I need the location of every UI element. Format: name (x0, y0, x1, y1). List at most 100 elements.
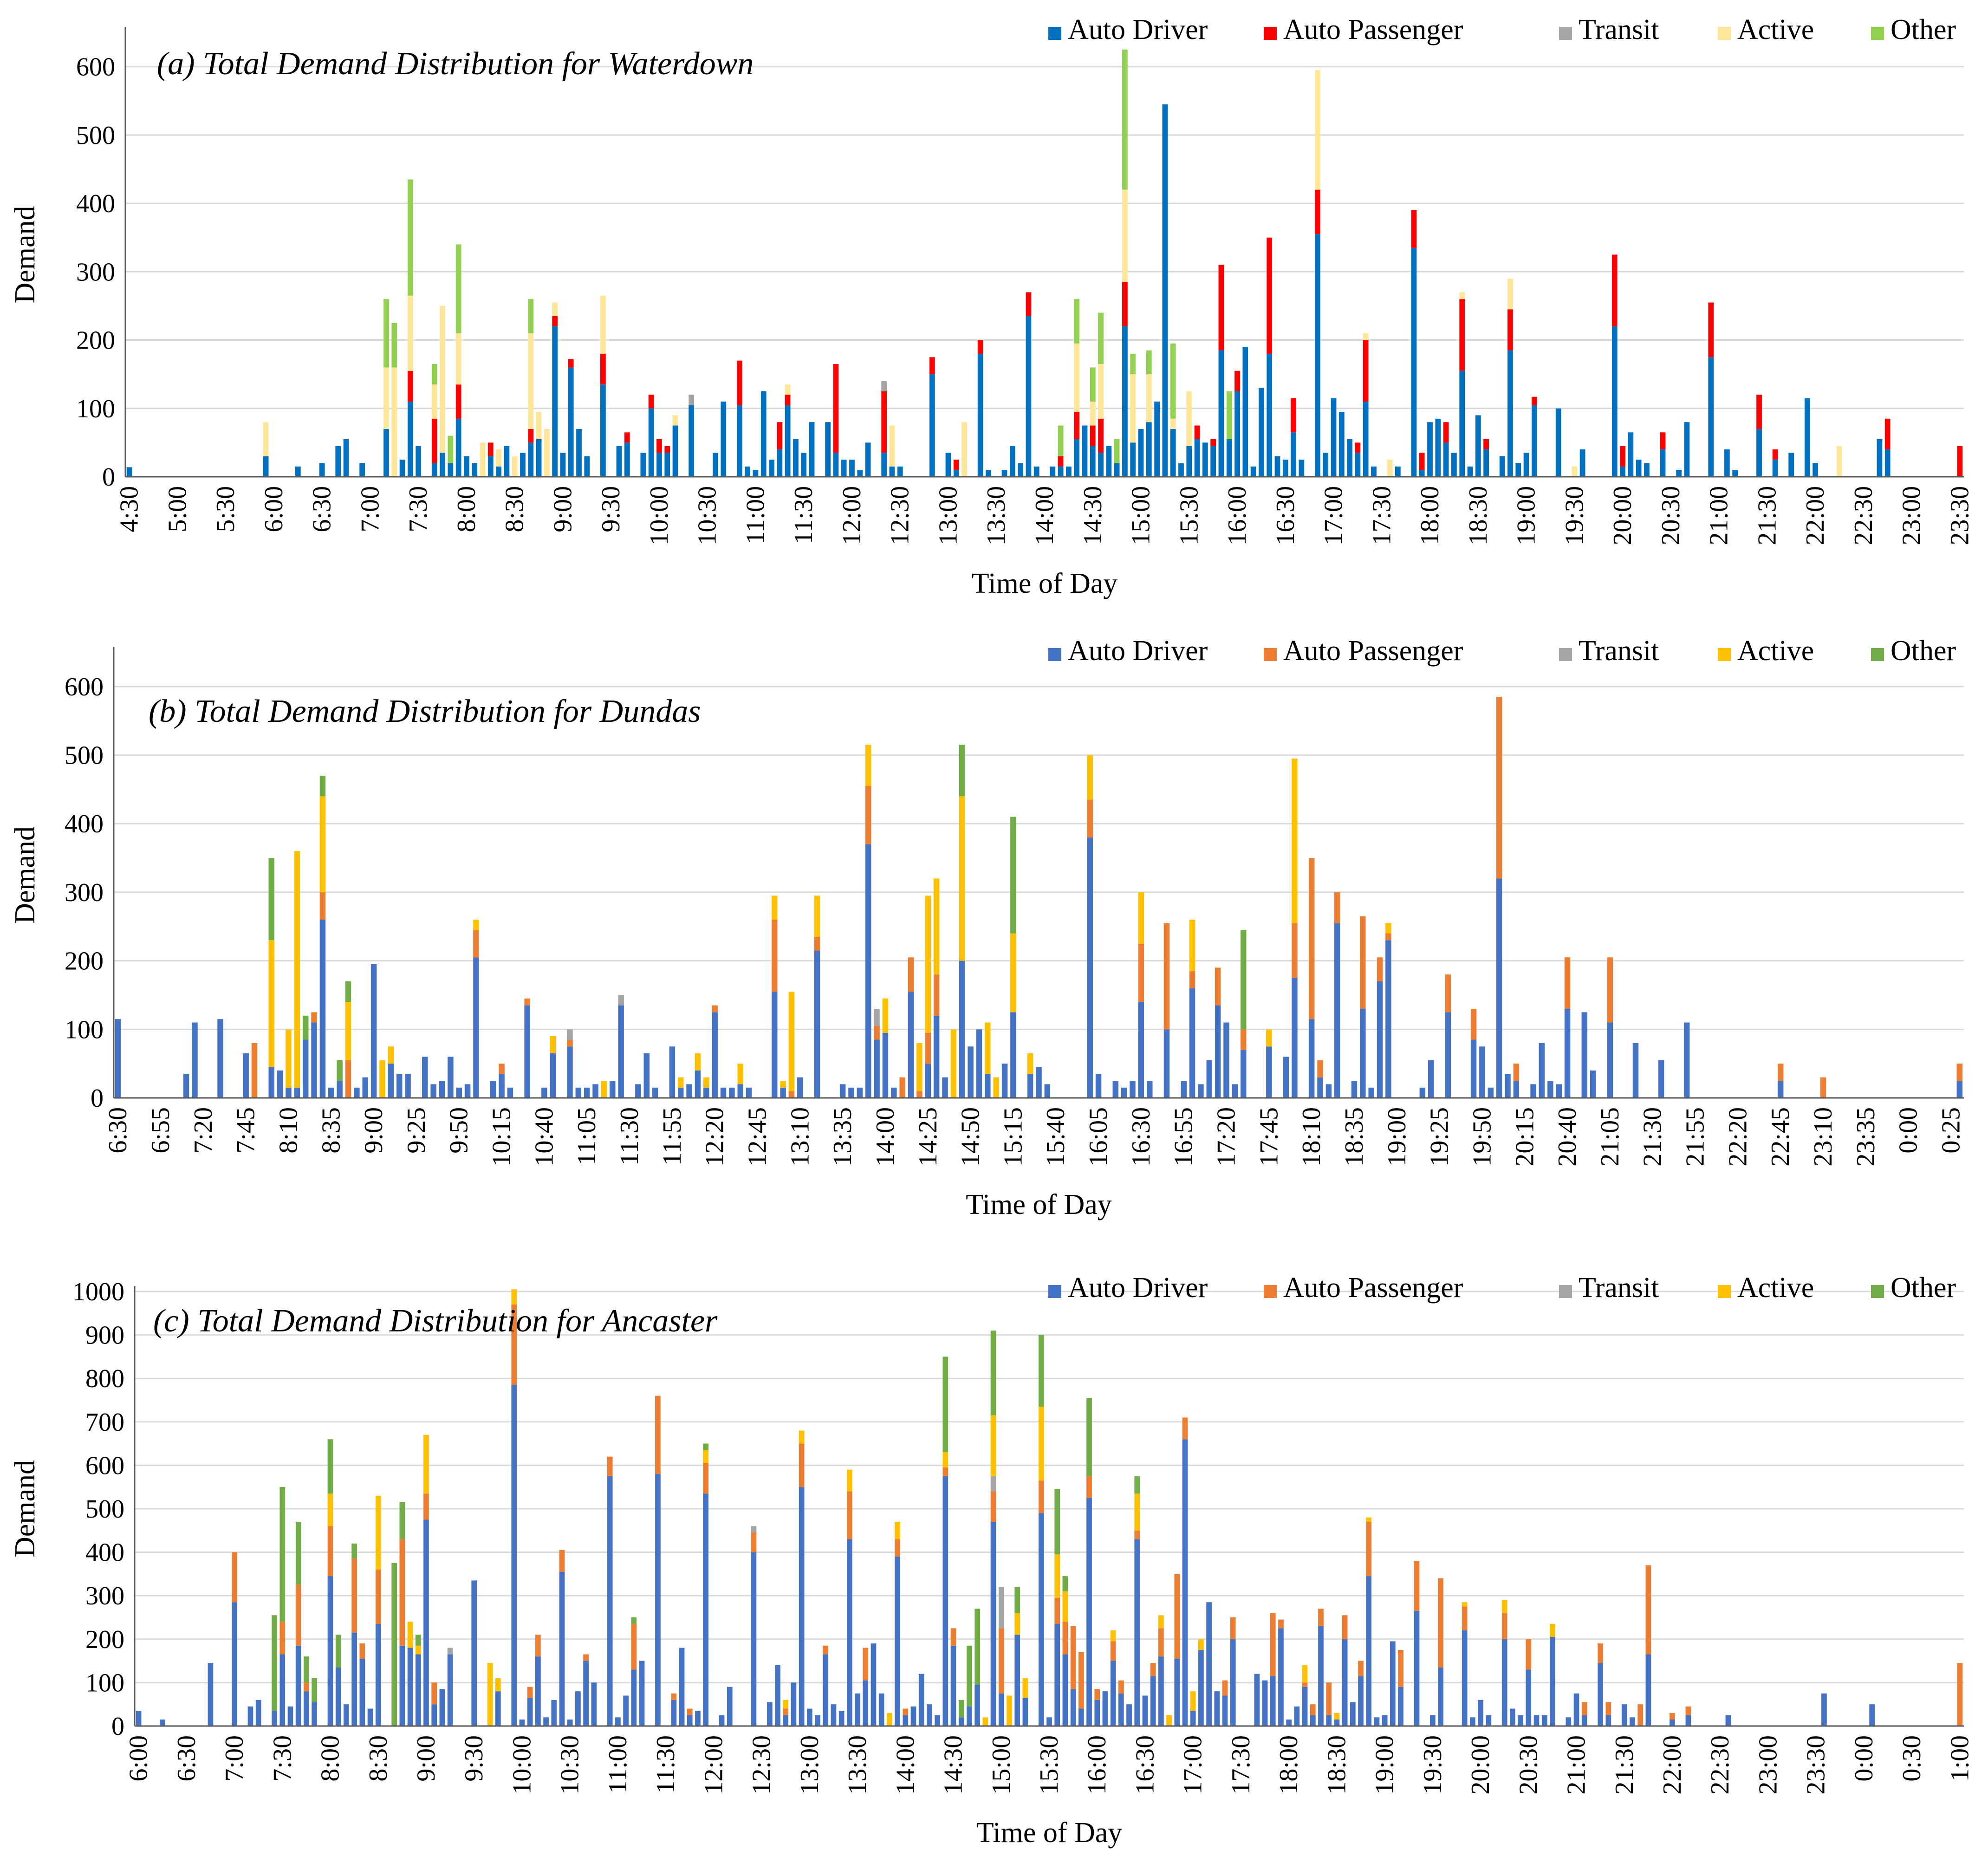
bar-segment-auto-driver (1215, 1005, 1221, 1098)
legend-swatch (1264, 27, 1277, 40)
bar-segment-auto-passenger (664, 446, 670, 453)
legend-swatch (1559, 1285, 1572, 1298)
x-tick-label: 13:00 (795, 1735, 824, 1795)
bar-segment-auto-driver (464, 456, 469, 477)
bar-segment-auto-passenger (567, 1039, 573, 1047)
bar-segment-auto-driver (882, 1032, 889, 1098)
bar-segment-auto-driver (1499, 456, 1505, 477)
legend-label: Auto Driver (1068, 1272, 1208, 1304)
bar-segment-auto-driver (1291, 432, 1296, 477)
legend-swatch (1718, 1285, 1731, 1298)
bar-segment-auto-driver (431, 1704, 437, 1726)
bar-segment-auto-passenger (1078, 1652, 1084, 1709)
bar-segment-active (887, 1713, 892, 1726)
x-tick-label: 11:05 (572, 1107, 601, 1165)
bar-segment-auto-driver (255, 1700, 261, 1726)
x-tick-label: 15:40 (1041, 1107, 1070, 1167)
x-tick-label: 11:00 (741, 486, 770, 544)
bar-segment-auto-passenger (814, 936, 820, 951)
bar-segment-auto-driver (1026, 316, 1032, 477)
bar-segment-auto-driver (1294, 1706, 1300, 1726)
x-tick-label: 19:00 (1383, 1107, 1411, 1167)
bar-segment-other (1062, 1576, 1068, 1591)
bar-segment-active (495, 1678, 501, 1692)
bar-segment-auto-driver (1342, 1639, 1348, 1726)
bar-segment-active (512, 456, 518, 477)
bar-segment-auto-driver (507, 1087, 513, 1098)
bar-segment-active (511, 1289, 517, 1305)
bar-segment-other (1058, 425, 1064, 456)
bar-segment-auto-driver (344, 1704, 349, 1726)
x-tick-label: 22:30 (1706, 1735, 1735, 1795)
bar-segment-transit (567, 1029, 573, 1040)
bar-segment-auto-driver (672, 425, 678, 477)
bar-segment-other (1010, 817, 1016, 934)
bar-segment-auto-passenger (925, 1032, 931, 1064)
x-tick-label: 8:35 (317, 1107, 345, 1154)
bar-segment-auto-driver (359, 463, 365, 477)
bar-segment-auto-driver (1526, 1669, 1532, 1726)
bar-segment-other (455, 244, 461, 333)
bar-segment-auto-driver (399, 1645, 405, 1726)
y-tick-label: 200 (65, 947, 104, 976)
bar-segment-transit (998, 1587, 1004, 1629)
y-tick-label: 600 (76, 53, 115, 82)
x-tick-label: 22:00 (1658, 1735, 1687, 1795)
bar-segment-auto-driver (1198, 1650, 1204, 1726)
bar-segment-auto-passenger (408, 370, 413, 402)
bar-segment-auto-driver (1014, 1635, 1020, 1726)
bar-segment-other (1134, 1476, 1140, 1494)
x-tick-label: 20:30 (1514, 1735, 1543, 1795)
bar-segment-auto-driver (328, 1087, 334, 1098)
y-tick-label: 400 (85, 1538, 124, 1567)
bar-segment-auto-driver (1547, 1081, 1553, 1098)
bar-segment-auto-passenger (1122, 282, 1128, 327)
x-tick-label: 8:00 (452, 486, 481, 532)
bar-segment-auto-driver (975, 1685, 980, 1726)
bar-segment-auto-driver (1162, 104, 1168, 477)
bar-segment-auto-driver (551, 1700, 557, 1726)
bar-segment-auto-passenger (1270, 1613, 1276, 1676)
bar-segment-auto-driver (1385, 940, 1391, 1098)
bar-segment-auto-passenger (1086, 1476, 1092, 1498)
bar-segment-auto-driver (687, 1715, 693, 1726)
bar-segment-auto-driver (895, 1556, 900, 1726)
x-tick-label: 12:20 (701, 1107, 729, 1167)
x-tick-label: 12:00 (838, 486, 866, 545)
bar-segment-auto-driver (1027, 1074, 1033, 1098)
x-tick-label: 13:30 (982, 486, 1011, 545)
bar-segment-auto-driver (1138, 1002, 1144, 1098)
bar-segment-auto-driver (1360, 1009, 1366, 1098)
bar-segment-auto-driver (1628, 432, 1634, 477)
bar-segment-active (327, 1493, 333, 1526)
bar-segment-auto-passenger (953, 460, 959, 470)
bar-segment-active (788, 992, 795, 1091)
bar-segment-transit (618, 995, 624, 1006)
x-tick-label: 11:00 (604, 1735, 632, 1793)
bar-segment-auto-passenger (1326, 1682, 1332, 1715)
bar-segment-auto-passenger (785, 395, 791, 405)
bar-segment-auto-passenger (1459, 299, 1465, 371)
bar-segment-auto-passenger (431, 1682, 437, 1705)
bar-segment-auto-passenger (1607, 957, 1613, 1023)
bar-segment-auto-driver (1186, 446, 1192, 477)
bar-segment-active (982, 1717, 988, 1726)
x-tick-label: 7:45 (232, 1107, 260, 1154)
legend-swatch (1559, 27, 1572, 40)
bar-segment-auto-driver (319, 920, 326, 1098)
x-tick-label: 23:10 (1809, 1107, 1838, 1167)
y-tick-label: 100 (76, 395, 115, 423)
bar-segment-auto-driver (976, 1029, 982, 1098)
bar-segment-other (942, 1356, 949, 1453)
x-tick-label: 14:00 (871, 1107, 900, 1167)
bar-segment-auto-driver (1884, 449, 1891, 477)
bar-segment-auto-driver (430, 1084, 436, 1098)
bar-segment-auto-passenger (319, 892, 326, 920)
bar-segment-auto-driver (1670, 1719, 1675, 1726)
legend-label: Auto Driver (1068, 635, 1208, 667)
bar-segment-active (1138, 892, 1144, 944)
bar-segment-auto-driver (504, 446, 510, 477)
bar-segment-auto-driver (1478, 1700, 1483, 1726)
bar-segment-auto-driver (448, 463, 454, 477)
bar-segment-auto-passenger (899, 1077, 905, 1098)
